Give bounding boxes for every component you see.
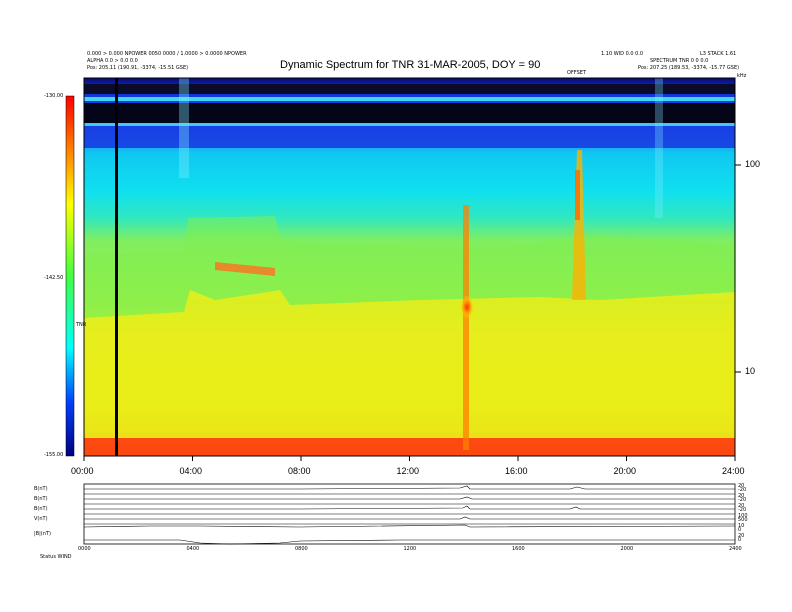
streak-21h <box>655 78 663 218</box>
data-gap-line <box>115 78 118 456</box>
panel-right-tick: 20 <box>738 533 745 539</box>
header-left-pos: Pos: 205.11 (190.91, -3374, -15.51 GSE) <box>87 65 189 71</box>
header-mid-label: OFFSET <box>567 70 586 76</box>
panel-right-tick: 10 <box>738 523 745 529</box>
dark-band-mid <box>84 103 735 123</box>
radio-burst-18h <box>572 150 586 300</box>
panel-bottom-tick: 0000 <box>78 546 91 552</box>
colorbar-unit: TNR <box>76 322 87 328</box>
panel-bottom-tick: 1200 <box>403 546 417 552</box>
x-tick-marks <box>83 456 736 461</box>
panel-label-3: B(nT) <box>34 506 48 512</box>
panel-bottom-tick: 0400 <box>186 546 200 552</box>
header-right-line2: L3 STACK 1.61 <box>700 51 737 57</box>
chart-title: Dynamic Spectrum for TNR 31-MAR-2005, DO… <box>280 59 541 71</box>
footer-status: Status WIND <box>40 554 72 560</box>
header-right-line1: 1.10 WID 0.0 0.0 <box>601 51 644 57</box>
panel-right-tick: 500 <box>738 517 748 523</box>
panel-right-tick: -20 <box>738 487 747 493</box>
xtick-label: 00:00 <box>71 466 94 476</box>
panel-right-tick: 0 <box>738 537 742 543</box>
xtick-label: 12:00 <box>396 466 420 476</box>
panel-bottom-tick: 2000 <box>620 546 634 552</box>
panel-right-tick: 100 <box>738 513 748 519</box>
xtick-label: 04:00 <box>179 466 203 476</box>
panel-right-tick: 20 <box>738 493 745 499</box>
colorbar-mid-label: -142.50 <box>44 275 64 281</box>
panel-right-tick: -20 <box>738 497 747 503</box>
panel-bottom-tick: 0800 <box>295 546 308 552</box>
panel-label-4: V(nT) <box>34 516 48 522</box>
trace-n <box>83 524 736 528</box>
panel-label-2: B(nT) <box>34 496 48 502</box>
yellow-region <box>84 290 735 456</box>
cyan-line-2 <box>84 123 735 126</box>
radio-burst-18h-core <box>575 170 580 220</box>
trace-b <box>84 539 735 545</box>
xtick-label: 20:00 <box>613 466 637 476</box>
header-right-sub: SPECTRUM TNR 0 0 0.0 <box>650 58 709 64</box>
trace-bz <box>84 496 735 500</box>
bottom-red-band <box>84 438 735 456</box>
trace-by <box>84 485 735 490</box>
panel-label-1: B(nT) <box>34 486 48 492</box>
panel-right-tick: 0 <box>738 527 742 533</box>
xtick-label: 16:00 <box>505 466 528 476</box>
header-left-line2: ALPHA 0.0 > 0.0 0.0 <box>87 58 138 64</box>
streak-3h <box>179 78 189 178</box>
radio-burst-14h-core <box>460 295 474 319</box>
trace-vx <box>84 516 735 520</box>
colorbar <box>65 95 75 457</box>
ytick-label-10: 10 <box>745 366 756 376</box>
ytick-label-100: 100 <box>745 159 761 169</box>
panel-right-tick: 20 <box>738 503 745 509</box>
xtick-label: 24:00 <box>722 466 745 476</box>
panel-bottom-tick: 2400 <box>729 546 742 552</box>
enhancement-stripe <box>215 262 275 276</box>
radio-burst-14h <box>463 205 469 450</box>
header-left-line1: 0.000 > 0.000 NPOWER 0050 0000 / 1.0000 … <box>87 51 247 57</box>
xtick-label: 08:00 <box>288 466 311 476</box>
panel-right-tick: 20 <box>738 483 745 489</box>
blue-band <box>84 126 735 148</box>
trace-bx <box>84 505 735 510</box>
lower-panels <box>83 483 736 545</box>
panel-bottom-tick: 1600 <box>512 546 525 552</box>
panel-label-5: |B|(nT) <box>34 531 51 537</box>
colorbar-max-label: -130.00 <box>44 93 64 99</box>
header-right-pos: Pos: 207.25 (189.53, -3374, -15.77 GSE) <box>638 65 740 71</box>
cyan-line-1 <box>84 97 735 101</box>
dark-band-top <box>84 84 735 94</box>
colorbar-min-label: -155.00 <box>44 452 64 458</box>
y-axis-corner-unit: kHz <box>737 73 747 79</box>
panel-right-tick: -20 <box>738 507 747 513</box>
